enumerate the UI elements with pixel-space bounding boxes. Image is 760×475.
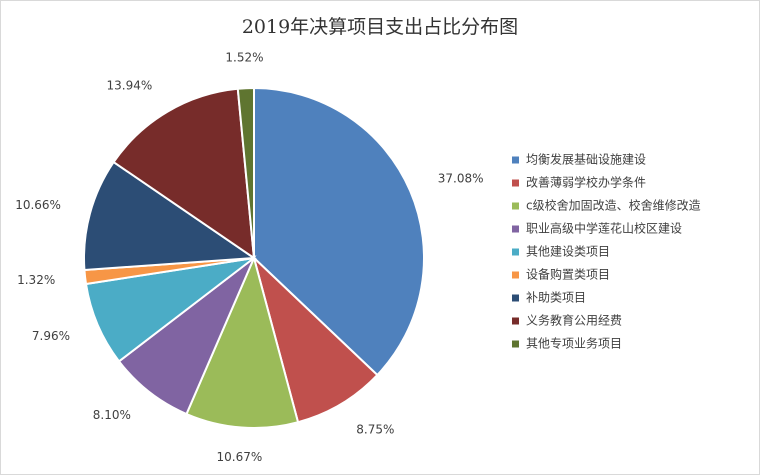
legend-swatch [512,202,519,210]
legend-label: 补助类项目 [526,291,586,305]
pie-slice [252,254,379,424]
legend-swatch [512,317,519,325]
pie-slice [236,86,255,259]
data-label: 8.75% [356,422,394,436]
legend-label: 其他建设类项目 [526,245,610,259]
data-label: 8.10% [93,408,131,422]
legend-label: 设备购置类项目 [526,267,610,282]
data-label: 7.96% [32,329,70,343]
pie-slice [185,254,300,429]
legend-label: 义务教育公用经费 [526,313,622,328]
legend-label: 其他专项业务项目 [526,336,622,351]
legend-swatch [512,294,519,302]
legend-swatch [512,179,519,187]
data-label: 1.52% [225,51,263,65]
data-label: 13.94% [107,78,153,92]
data-label: 10.67% [216,450,262,464]
legend-label: 均衡发展基础设施建设 [526,152,646,167]
legend-swatch [512,248,519,256]
data-label: 10.66% [15,198,61,212]
legend-swatch [512,225,519,233]
pie-slice [112,87,256,261]
legend-label: 职业高级中学莲花山校区建设 [526,221,682,236]
chart-title: 2019年决算项目支出占比分布图 [242,16,518,38]
legend-label: c级校舍加固改造、校舍维修改造 [526,198,701,213]
data-label: 1.32% [17,273,55,287]
legend-swatch [512,156,519,164]
legend-swatch [512,340,519,348]
data-label: 37.08% [438,172,484,186]
pie-slice [253,86,425,377]
pie-slice [83,160,257,272]
legend-label: 改善薄弱学校办学条件 [526,175,646,190]
legend-swatch [512,271,519,279]
